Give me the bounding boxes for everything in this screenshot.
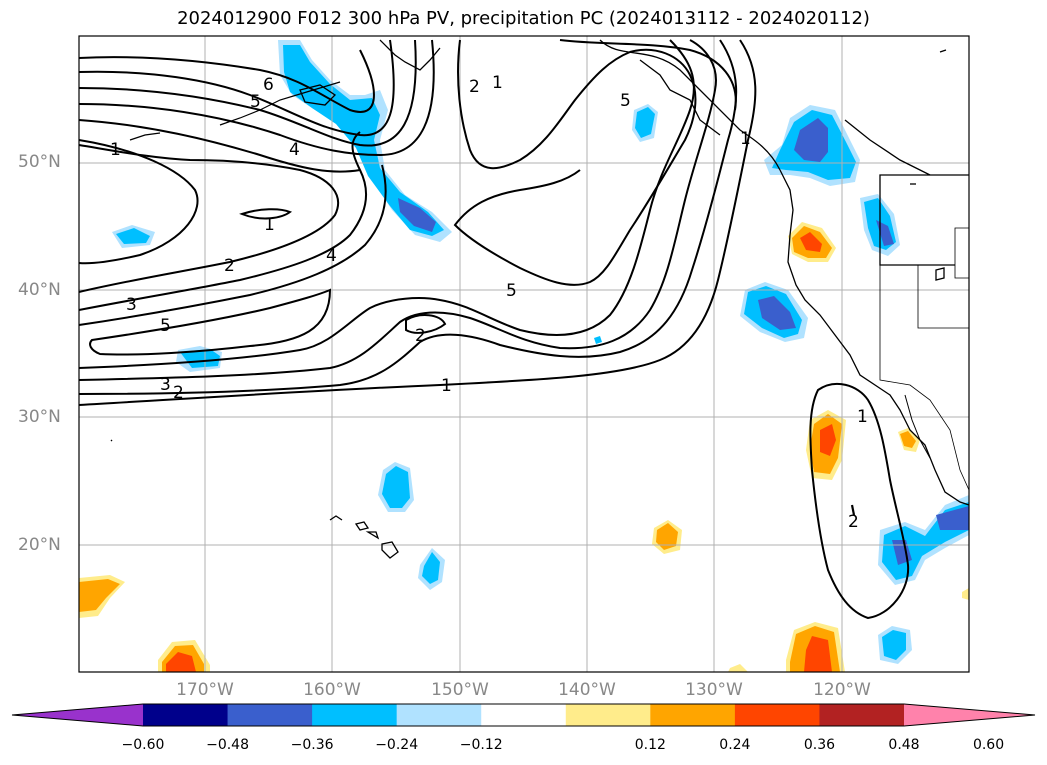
colorbar-tick-label: 0.24 — [719, 737, 751, 753]
precip-region — [594, 336, 602, 344]
contour-label: 5 — [620, 91, 631, 111]
contour-label: 4 — [289, 140, 300, 160]
precip-region — [962, 588, 969, 600]
lon-label: 130°W — [685, 680, 743, 700]
contour-label: 3 — [126, 295, 137, 315]
contour-label: 4 — [326, 246, 337, 266]
colorbar-tick-label: −0.36 — [290, 737, 334, 753]
precip-region — [116, 228, 150, 244]
colorbar-tick-label: 0.60 — [972, 737, 1005, 753]
precip-region — [166, 652, 196, 672]
colorbar-tick-label: 0.36 — [803, 737, 836, 753]
colorbar-tick-label: −0.60 — [121, 737, 165, 753]
lon-label: 150°W — [431, 680, 489, 700]
map-title: 2024012900 F012 300 hPa PV, precipitatio… — [177, 8, 870, 29]
lon-label: 170°W — [176, 680, 234, 700]
contour-labels: 6 5 4 1 1 2 3 5 4 1 2 3 2 1 2 1 5 5 1 2 — [110, 73, 868, 532]
colorbar-segment — [734, 704, 820, 726]
contour-label: 1 — [492, 73, 503, 93]
contour-label: 2 — [173, 383, 184, 403]
colorbar-segment — [481, 704, 567, 726]
precip-region — [79, 579, 120, 612]
precip-region — [820, 424, 836, 456]
graticule — [79, 36, 969, 672]
colorbar-segment — [396, 704, 482, 726]
contour-label: 1 — [740, 129, 751, 149]
colorbar-outline — [11, 703, 1036, 727]
precip-region — [422, 552, 440, 584]
precip-region — [882, 630, 906, 660]
map-frame — [78, 35, 970, 673]
colorbar-tick-label: −0.48 — [206, 737, 249, 753]
contour-label: 2 — [224, 256, 235, 276]
colorbar-segment — [143, 704, 229, 726]
colorbar-tick-label: −0.24 — [375, 737, 419, 753]
colorbar-extend-max — [904, 704, 1035, 726]
lat-label: 50°N — [18, 152, 61, 172]
precip-region — [800, 232, 822, 252]
precip-region — [758, 296, 796, 330]
precip-region — [180, 349, 220, 368]
lon-label: 140°W — [558, 680, 616, 700]
colorbar-tick-label: 0.12 — [634, 737, 666, 753]
contour-label: 1 — [110, 140, 121, 160]
contour-label: 3 — [160, 375, 171, 395]
colorbar-segment — [650, 704, 736, 726]
contour-label: 1 — [264, 215, 275, 235]
contour-label: 5 — [160, 316, 171, 336]
contour-label: 1 — [857, 407, 868, 427]
precip-region — [656, 523, 678, 550]
contour-label: 5 — [506, 281, 517, 301]
precip-region — [283, 45, 444, 236]
precip-region — [382, 466, 410, 508]
colorbar-tick-label: −0.12 — [459, 737, 503, 753]
lon-label: 120°W — [813, 680, 871, 700]
precip-region — [936, 506, 969, 530]
precip-region — [728, 664, 748, 672]
contour-label: 2 — [469, 77, 480, 97]
precip-region — [635, 107, 655, 138]
lat-label: 20°N — [18, 535, 61, 555]
precip-region — [794, 118, 828, 162]
contour-label: 2 — [415, 326, 426, 346]
precip-region — [398, 198, 436, 232]
map-area: 6 5 4 1 1 2 3 5 4 1 2 3 2 1 2 1 5 5 1 2 — [78, 35, 970, 673]
contour-label: 6 — [263, 75, 274, 95]
precip-region — [900, 431, 916, 448]
pv-contours — [78, 39, 910, 620]
lon-label: 160°W — [303, 680, 361, 700]
colorbar-extend-min — [12, 704, 143, 726]
precip-region — [804, 636, 832, 672]
colorbar-segment — [565, 704, 651, 726]
lat-label: 30°N — [18, 407, 61, 427]
colorbar-segment — [227, 704, 313, 726]
contour-label: 1 — [441, 376, 452, 396]
colorbar-tick-label: 0.48 — [888, 737, 920, 753]
precipitation-shading — [79, 40, 969, 672]
lat-label: 40°N — [18, 280, 61, 300]
contour-label: 2 — [848, 512, 859, 532]
colorbar — [11, 703, 1036, 727]
colorbar-segment — [312, 704, 398, 726]
contour-label: 5 — [250, 92, 261, 112]
colorbar-segment — [819, 704, 905, 726]
